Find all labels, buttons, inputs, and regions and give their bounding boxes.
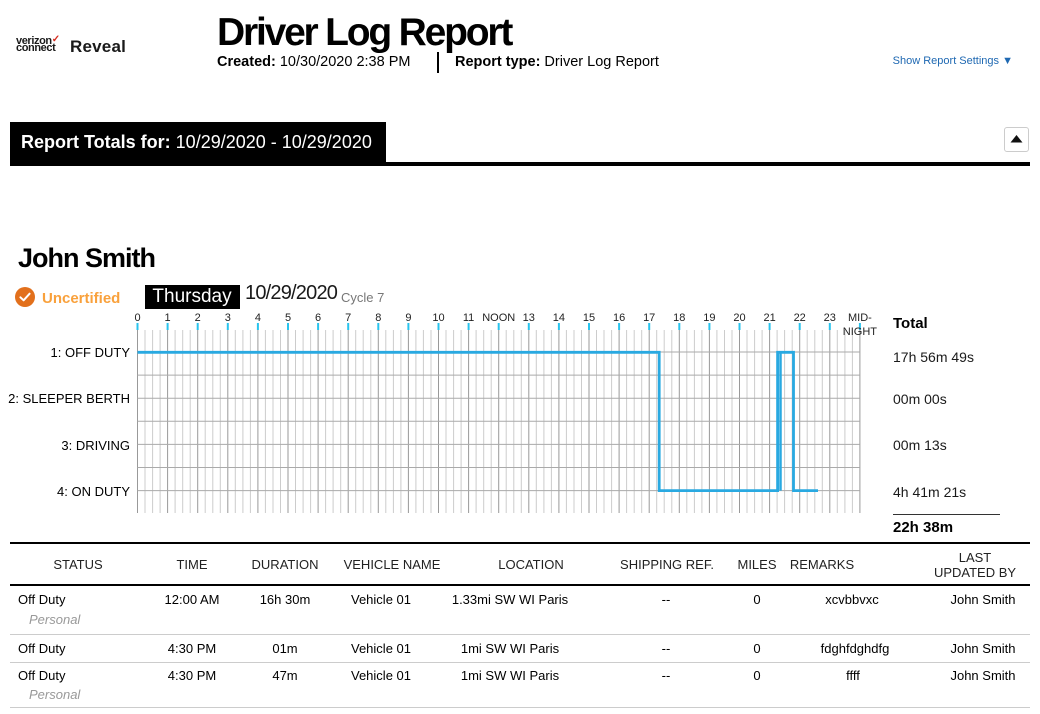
svg-text:10: 10 xyxy=(432,312,444,324)
svg-text:6: 6 xyxy=(315,312,321,324)
svg-text:3: 3 xyxy=(225,312,231,324)
svg-text:5: 5 xyxy=(285,312,291,324)
svg-text:23: 23 xyxy=(824,312,836,324)
svg-text:18: 18 xyxy=(673,312,685,324)
svg-text:2: 2 xyxy=(195,312,201,324)
svg-text:14: 14 xyxy=(553,312,565,324)
svg-text:11: 11 xyxy=(463,312,474,324)
svg-text:NIGHT: NIGHT xyxy=(843,326,878,338)
svg-text:MID-: MID- xyxy=(848,312,872,324)
svg-text:20: 20 xyxy=(733,312,745,324)
svg-text:22: 22 xyxy=(794,312,806,324)
svg-text:13: 13 xyxy=(523,312,535,324)
svg-text:9: 9 xyxy=(405,312,411,324)
svg-text:16: 16 xyxy=(613,312,625,324)
svg-text:7: 7 xyxy=(345,312,351,324)
svg-text:1: 1 xyxy=(165,312,171,324)
svg-text:15: 15 xyxy=(583,312,595,324)
svg-text:21: 21 xyxy=(763,312,775,324)
svg-text:0: 0 xyxy=(134,312,140,324)
svg-text:NOON: NOON xyxy=(482,312,515,324)
svg-text:8: 8 xyxy=(375,312,381,324)
svg-text:4: 4 xyxy=(255,312,261,324)
svg-text:17: 17 xyxy=(643,312,655,324)
svg-text:19: 19 xyxy=(703,312,715,324)
